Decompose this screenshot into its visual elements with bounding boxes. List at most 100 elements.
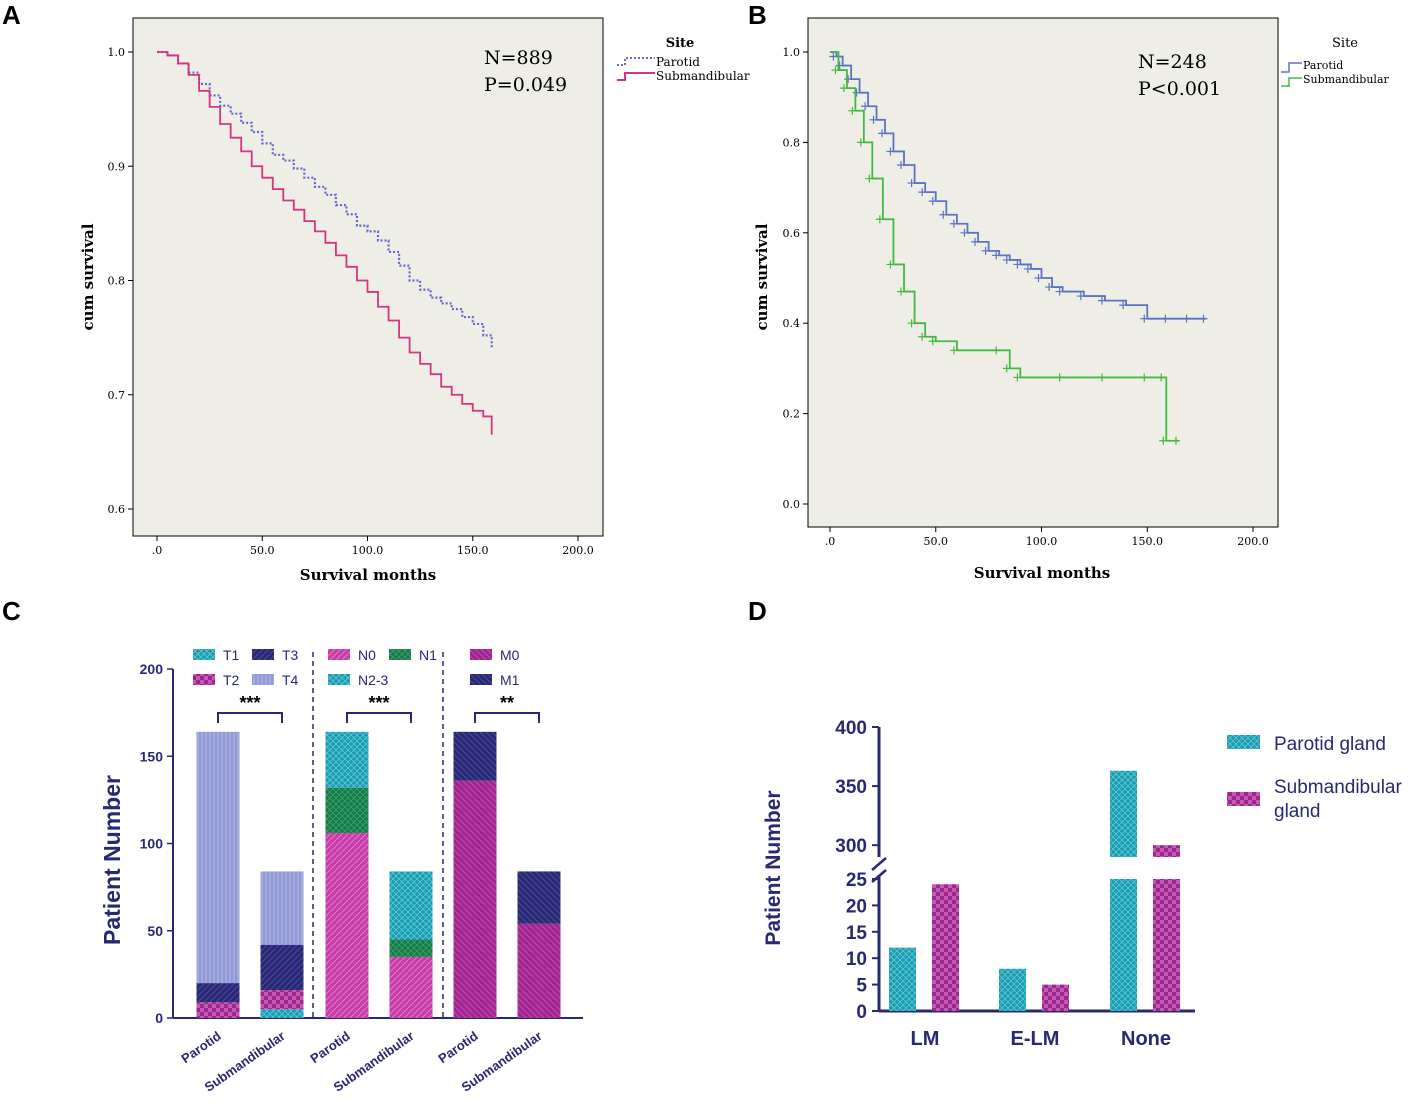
c-legend-swatch-m0 [470,649,492,660]
c-legend-label-n0: N0 [358,647,376,663]
b-series [829,51,1208,445]
b-legend-title: Site [1332,36,1358,51]
b-censor-mark [1055,373,1064,382]
b-censor-mark [852,88,861,97]
d-y-tick-label: 10 [846,949,867,970]
c-legend-swatch-n0 [328,649,350,660]
b-censor-mark [897,161,906,169]
b-censor-mark [971,237,980,246]
b-censor-mark [865,174,874,183]
d-y-tick-label: 300 [835,836,867,857]
d-y-tick-label: 350 [835,777,867,798]
a-y-tick-label: 0.7 [108,389,126,402]
d-bar-lm-submandibular [932,884,959,1011]
b-censor-mark [861,102,870,111]
b-censor-mark [907,179,916,188]
d-legend: Parotid gland Submandibular gland [1227,734,1402,822]
b-censor-mark [835,61,844,70]
c-legend-swatch-t2 [193,674,215,685]
b-y-tick-label: 0.6 [783,227,801,240]
panel-label-c: C [2,596,21,626]
c-bar-segment-t2 [260,990,304,1010]
a-legend-swatch-submandibular [617,72,655,81]
c-bar-segment-n1 [389,939,433,957]
b-legend-label-parotid: Parotid [1303,59,1343,72]
c-axes: 0 50 100 150 200 [140,661,583,1026]
c-bar-segment-t4 [196,731,240,984]
b-x-tick-label: 150.0 [1132,535,1164,548]
a-x-tick-label: 200.0 [562,544,594,557]
c-significance-label: *** [368,693,389,713]
b-x-tick-label: 50.0 [924,535,949,548]
b-censor-mark [1002,255,1011,264]
b-censor-mark [949,219,958,228]
a-y-tick-label: 1.0 [108,46,126,59]
b-censor-mark [960,228,969,237]
d-bar-none-parotid-upper [1110,770,1137,857]
c-legend-swatch-m1 [470,674,492,685]
b-censor-mark [1199,314,1208,323]
panel-label-b: B [748,0,767,30]
b-y-tick-label: 0.0 [783,498,801,511]
b-censor-mark [839,84,848,93]
c-bar-segment-m1 [517,871,561,924]
c-significance-bracket [346,712,412,723]
b-annotation-n: N=248 [1138,51,1207,73]
a-x-axis-label: Survival months [300,566,436,584]
b-censor-mark [1161,314,1170,323]
c-significance-label: *** [239,693,260,713]
c-bar-segment-m1 [453,731,497,781]
b-y-axis-label: cum survival [753,223,771,330]
d-axis-break-mark [871,857,887,871]
b-censor-mark [1097,296,1106,305]
c-y-tick-label: 100 [140,836,164,852]
b-y-tick-label: 0.4 [783,317,801,330]
b-censor-mark [869,115,878,124]
panel-label-d: D [748,596,767,626]
b-axes: .0 50.0 100.0 150.0 200.0 0.0 0.2 0.4 0.6 0.8 1.0 [783,46,1269,548]
c-legend: T1 T3 T2 T4 N0 N1 N2-3 M0 M1 [193,647,520,688]
c-bar-segment-t2 [196,1002,240,1018]
b-censor-mark [907,319,916,328]
b-y-tick-label: 0.8 [783,136,801,149]
b-censor-mark [875,215,884,224]
d-legend-label-submandibular: Submandibular gland [1274,777,1402,822]
d-bar-e-lm-submandibular [1042,984,1069,1011]
c-bar-segment-m0 [517,923,561,1018]
b-censor-mark [992,251,1001,260]
a-annotation-p: P=0.049 [484,74,567,96]
panel-d-broken-axis-bars: 0 5 10 15 20 25 300 350 400 LM E-LM None Parotid gl… [762,718,1402,1050]
a-y-tick-label: 0.9 [108,160,126,173]
c-legend-swatch-t4 [252,674,274,685]
b-censor-mark [897,287,906,296]
c-y-tick-label: 0 [155,1010,163,1026]
d-y-axis-label: Patient Number [762,790,785,945]
c-bar-segment-n0 [325,833,369,1018]
c-bar-segment-t1 [260,1009,304,1018]
d-legend-line-2: gland [1274,801,1321,822]
d-legend-swatch-submandibular [1227,792,1260,806]
d-y-tick-label: 5 [856,976,867,997]
c-bar-segment-t3 [196,983,240,1003]
a-plot-background [132,17,604,537]
a-x-tick-label: 100.0 [352,544,384,557]
d-x-label-none: None [1121,1028,1171,1050]
d-bar-none-parotid-lower [1110,879,1137,1011]
d-bar-none-submandibular-lower [1153,879,1180,1011]
b-x-tick-label: .0 [825,535,836,548]
c-legend-label-t1: T1 [223,647,240,663]
b-censor-mark [848,106,857,115]
b-censor-mark [1119,301,1128,310]
b-legend-swatch-parotid [1281,62,1302,73]
a-series-line-submandibular [157,51,493,435]
c-significance: *** *** ** [217,693,540,723]
d-y-tick-label: 20 [846,896,867,917]
c-legend-swatch-n2-3 [328,674,350,685]
a-legend-title: Site [666,36,695,51]
c-legend-label-t2: T2 [223,672,240,688]
b-censor-mark [1055,287,1064,296]
b-censor-mark [877,129,886,138]
a-legend: Site Parotid Submandibular [617,36,750,83]
